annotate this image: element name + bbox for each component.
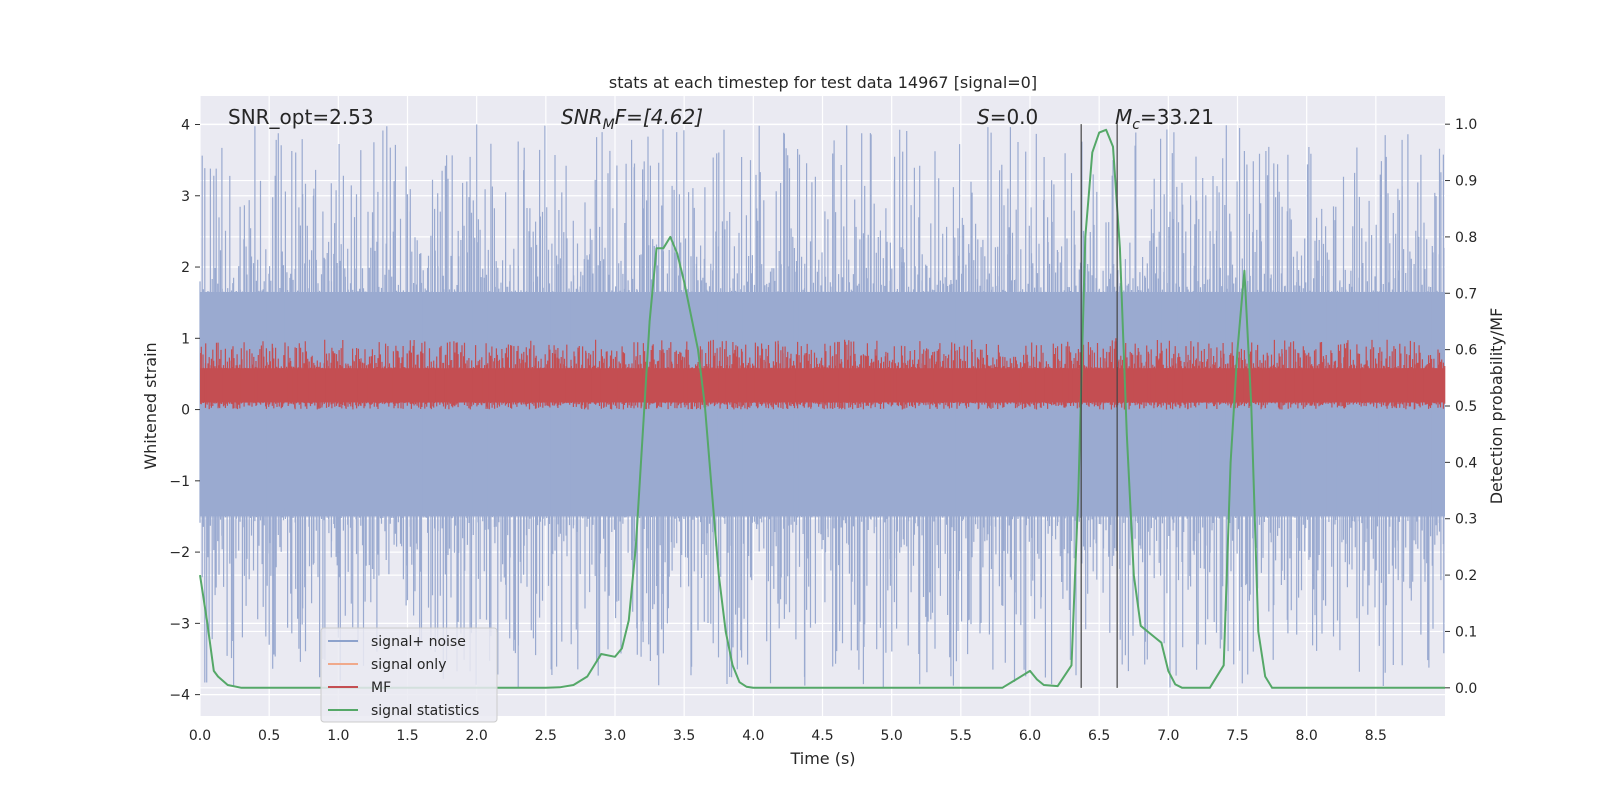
y2-tick-label: 0.4 — [1455, 455, 1477, 471]
x-tick-label: 3.5 — [673, 728, 695, 744]
x-tick-label: 3.0 — [604, 728, 626, 744]
x-tick-label: 0.0 — [189, 728, 211, 744]
x-tick-label: 2.0 — [466, 728, 488, 744]
x-tick-label: 0.5 — [258, 728, 280, 744]
y2-tick-label: 0.9 — [1455, 174, 1477, 190]
y2-tick-label: 0.2 — [1455, 568, 1477, 584]
y-tick-label: 4 — [181, 118, 190, 134]
x-tick-label: 2.5 — [535, 728, 557, 744]
x-tick-label: 5.5 — [950, 728, 972, 744]
y2-axis-label: Detection probability/MF — [1487, 308, 1506, 505]
annotation-mc: Mc=33.21 — [1115, 105, 1214, 133]
y2-axis-ticks: 1.0 0.9 0.8 0.7 0.6 0.5 0.4 0.3 0.2 0.1 0.0 — [1445, 117, 1477, 697]
y2-tick-label: 0.8 — [1455, 230, 1477, 246]
x-tick-label: 6.5 — [1088, 728, 1110, 744]
y2-tick-label: 0.1 — [1455, 624, 1477, 640]
legend-label-signal-noise: signal+ noise — [371, 634, 466, 650]
y2-tick-label: 0.6 — [1455, 343, 1477, 359]
y-tick-label: −1 — [169, 474, 190, 490]
x-tick-label: 1.0 — [327, 728, 349, 744]
chart-title: stats at each timestep for test data 149… — [609, 73, 1037, 92]
y2-tick-label: 0.0 — [1455, 681, 1477, 697]
signal-statistics-line — [199, 128, 1445, 689]
x-axis-label: Time (s) — [789, 749, 855, 768]
mf-series — [200, 338, 1446, 410]
y2-tick-label: 0.5 — [1455, 399, 1477, 415]
y-tick-label: 2 — [181, 260, 190, 276]
y-axis-label: Whitened strain — [141, 342, 160, 469]
y-tick-label: −2 — [169, 545, 190, 561]
legend-label-mf: MF — [371, 680, 391, 696]
x-axis-ticks: 0.0 0.5 1.0 1.5 2.0 2.5 3.0 3.5 4.0 4.5 5.0 5.5 6.0 6… — [189, 728, 1387, 744]
x-tick-label: 7.0 — [1157, 728, 1179, 744]
x-tick-label: 4.5 — [811, 728, 833, 744]
legend-label-signal-only: signal only — [371, 657, 446, 673]
y2-tick-label: 0.7 — [1455, 286, 1477, 302]
vertical-markers — [1080, 124, 1118, 688]
y-tick-label: −3 — [169, 616, 190, 632]
legend-box — [320, 627, 498, 723]
y-axis-ticks: 4 3 2 1 0 −1 −2 −3 −4 — [169, 118, 200, 704]
y-tick-label: −4 — [169, 688, 190, 704]
legend: signal+ noise signal only MF signal stat… — [320, 627, 498, 723]
x-tick-label: 7.5 — [1226, 728, 1248, 744]
legend-label-signal-statistics: signal statistics — [371, 703, 479, 719]
y-tick-label: 3 — [181, 189, 190, 205]
y2-tick-label: 1.0 — [1455, 117, 1477, 133]
x-tick-label: 8.0 — [1296, 728, 1318, 744]
y-tick-label: 1 — [181, 331, 190, 347]
x-tick-label: 8.5 — [1365, 728, 1387, 744]
y2-tick-label: 0.3 — [1455, 512, 1477, 528]
annotation-snr-opt: SNR_opt=2.53 — [228, 105, 374, 129]
x-tick-label: 1.5 — [396, 728, 418, 744]
series-spikes — [200, 338, 1446, 410]
annotation-snr-mf: SNRMF=[4.62] — [561, 105, 703, 133]
signal-statistics-series — [199, 128, 1445, 689]
annotation-s: S=0.0 — [977, 105, 1038, 129]
x-tick-label: 4.0 — [742, 728, 764, 744]
x-tick-label: 6.0 — [1019, 728, 1041, 744]
y-tick-label: 0 — [181, 403, 190, 419]
x-tick-label: 5.0 — [881, 728, 903, 744]
